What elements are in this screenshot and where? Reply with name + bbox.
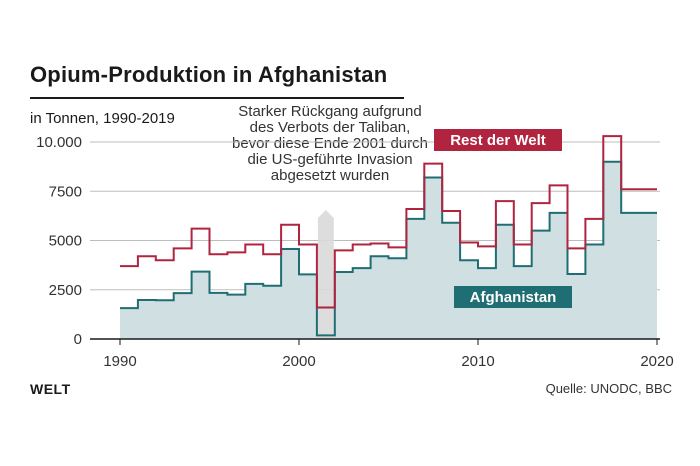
x-tick-label: 2010 bbox=[461, 353, 494, 370]
series-label-rest-der-welt: Rest der Welt bbox=[450, 132, 546, 149]
rest-der-welt-line bbox=[120, 135, 657, 309]
afghanistan-line bbox=[120, 160, 657, 337]
x-tick-label: 2020 bbox=[640, 353, 673, 370]
source-note: Quelle: UNODC, BBC bbox=[545, 381, 672, 396]
series-label-afghanistan: Afghanistan bbox=[470, 289, 557, 306]
y-tick-label: 7500 bbox=[49, 183, 82, 200]
y-tick-label: 10.000 bbox=[36, 134, 82, 151]
highlight-band-2001 bbox=[317, 210, 334, 339]
y-tick-label: 0 bbox=[74, 331, 82, 348]
chart-subtitle: in Tonnen, 1990-2019 bbox=[30, 110, 175, 127]
title-underline bbox=[30, 97, 404, 99]
y-tick-label: 5000 bbox=[49, 233, 82, 250]
chart-title: Opium-Produktion in Afghanistan bbox=[30, 62, 388, 87]
y-tick-label: 2500 bbox=[49, 282, 82, 299]
brand-logo: WELT bbox=[30, 381, 71, 397]
chart-annotation: Starker Rückgang aufgrund des Verbots de… bbox=[232, 103, 428, 184]
series-label-rest-der-welt-box bbox=[434, 129, 562, 151]
x-tick-label: 1990 bbox=[103, 353, 136, 370]
series-label-afghanistan-box bbox=[454, 286, 572, 308]
afghanistan-area bbox=[120, 161, 657, 339]
x-tick-label: 2000 bbox=[282, 353, 315, 370]
